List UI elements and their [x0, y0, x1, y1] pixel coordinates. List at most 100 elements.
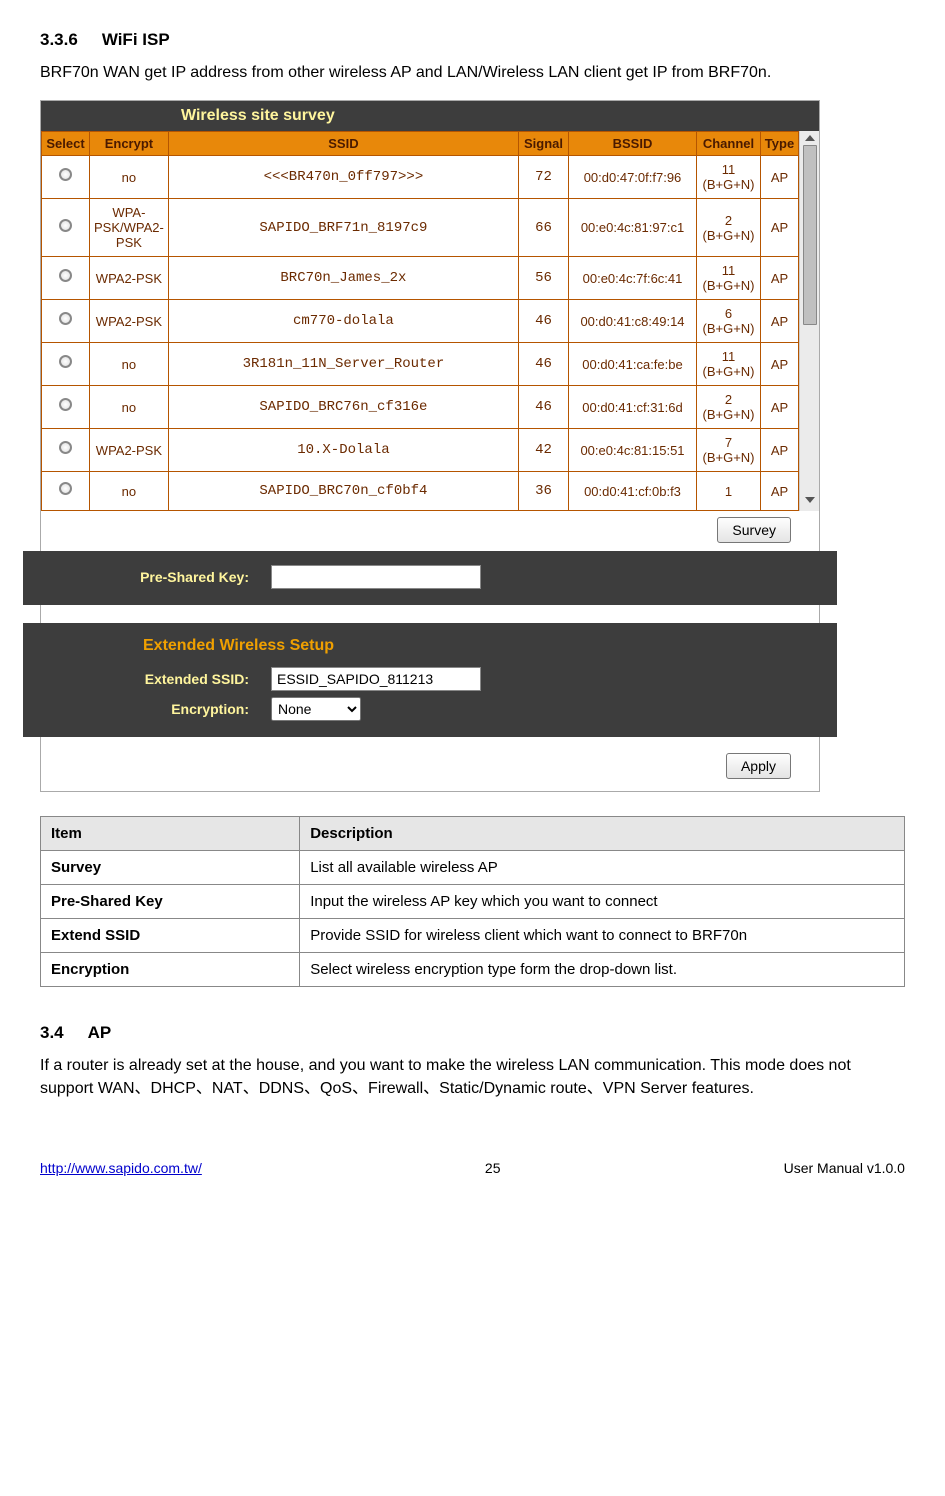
survey-cell-bssid: 00:d0:41:c8:49:14: [569, 300, 697, 343]
intro-text-34: If a router is already set at the house,…: [40, 1055, 905, 1100]
survey-row: WPA2-PSKBRC70n_James_2x5600:e0:4c:7f:6c:…: [42, 257, 799, 300]
survey-cell-select: [42, 343, 90, 386]
section-title: WiFi ISP: [102, 30, 170, 49]
ext-ssid-label: Extended SSID:: [41, 671, 271, 687]
survey-th-ssid: SSID: [168, 132, 518, 156]
survey-cell-signal: 72: [519, 156, 569, 199]
survey-cell-bssid: 00:e0:4c:81:15:51: [569, 429, 697, 472]
survey-scroll-area: Select Encrypt SSID Signal BSSID Channel…: [41, 131, 819, 511]
survey-cell-ssid: <<<BR470n_0ff797>>>: [168, 156, 518, 199]
survey-button[interactable]: Survey: [717, 517, 791, 543]
survey-cell-signal: 46: [519, 343, 569, 386]
survey-cell-ssid: SAPIDO_BRC76n_cf316e: [168, 386, 518, 429]
survey-th-encrypt: Encrypt: [90, 132, 169, 156]
apply-button[interactable]: Apply: [726, 753, 791, 779]
select-radio[interactable]: [59, 355, 72, 368]
desc-row: Pre-Shared KeyInput the wireless AP key …: [41, 885, 905, 919]
survey-cell-select: [42, 386, 90, 429]
survey-cell-encrypt: no: [90, 343, 169, 386]
survey-row: no<<<BR470n_0ff797>>>7200:d0:47:0f:f7:96…: [42, 156, 799, 199]
psk-label: Pre-Shared Key:: [41, 569, 271, 585]
survey-cell-bssid: 00:e0:4c:81:97:c1: [569, 199, 697, 257]
survey-cell-encrypt: no: [90, 472, 169, 511]
survey-cell-encrypt: no: [90, 156, 169, 199]
survey-th-bssid: BSSID: [569, 132, 697, 156]
scrollbar-arrow-down-icon[interactable]: [805, 497, 815, 503]
desc-row: EncryptionSelect wireless encryption typ…: [41, 953, 905, 987]
survey-cell-bssid: 00:d0:41:ca:fe:be: [569, 343, 697, 386]
survey-cell-channel: 11(B+G+N): [697, 257, 761, 300]
desc-cell-desc: Provide SSID for wireless client which w…: [300, 919, 905, 953]
survey-cell-encrypt: no: [90, 386, 169, 429]
psk-section: Pre-Shared Key:: [23, 551, 837, 605]
description-table: Item Description SurveyList all availabl…: [40, 816, 905, 987]
section-heading-336: 3.3.6 WiFi ISP: [40, 30, 905, 50]
psk-input[interactable]: [271, 565, 481, 589]
survey-cell-signal: 36: [519, 472, 569, 511]
footer-page-number: 25: [485, 1160, 501, 1176]
survey-cell-type: AP: [761, 429, 799, 472]
scrollbar[interactable]: [799, 131, 819, 511]
survey-row: WPA2-PSKcm770-dolala4600:d0:41:c8:49:146…: [42, 300, 799, 343]
extended-title: Extended Wireless Setup: [23, 627, 837, 661]
survey-cell-signal: 42: [519, 429, 569, 472]
page-footer: http://www.sapido.com.tw/ 25 User Manual…: [40, 1160, 905, 1176]
scrollbar-arrow-up-icon[interactable]: [805, 135, 815, 141]
survey-button-row: Survey: [41, 511, 819, 551]
ext-ssid-input[interactable]: [271, 667, 481, 691]
section-title: AP: [88, 1023, 112, 1042]
section-number: 3.3.6: [40, 30, 78, 49]
desc-cell-desc: Input the wireless AP key which you want…: [300, 885, 905, 919]
survey-cell-encrypt: WPA2-PSK: [90, 300, 169, 343]
section-heading-34: 3.4 AP: [40, 1023, 905, 1043]
desc-cell-desc: List all available wireless AP: [300, 851, 905, 885]
survey-cell-type: AP: [761, 156, 799, 199]
survey-cell-encrypt: WPA2-PSK: [90, 257, 169, 300]
survey-cell-type: AP: [761, 199, 799, 257]
survey-cell-type: AP: [761, 472, 799, 511]
survey-table: Select Encrypt SSID Signal BSSID Channel…: [41, 131, 799, 511]
desc-cell-desc: Select wireless encryption type form the…: [300, 953, 905, 987]
footer-url[interactable]: http://www.sapido.com.tw/: [40, 1160, 202, 1176]
survey-cell-select: [42, 199, 90, 257]
survey-title: Wireless site survey: [41, 101, 819, 131]
scrollbar-thumb[interactable]: [803, 145, 817, 325]
survey-cell-signal: 56: [519, 257, 569, 300]
desc-row: SurveyList all available wireless AP: [41, 851, 905, 885]
survey-row: no3R181n_11N_Server_Router4600:d0:41:ca:…: [42, 343, 799, 386]
select-radio[interactable]: [59, 312, 72, 325]
section-number: 3.4: [40, 1023, 64, 1042]
survey-cell-ssid: cm770-dolala: [168, 300, 518, 343]
desc-th-desc: Description: [300, 817, 905, 851]
intro-text-336: BRF70n WAN get IP address from other wir…: [40, 62, 905, 84]
survey-cell-channel: 1: [697, 472, 761, 511]
survey-cell-select: [42, 156, 90, 199]
desc-cell-item: Extend SSID: [41, 919, 300, 953]
survey-cell-encrypt: WPA-PSK/WPA2-PSK: [90, 199, 169, 257]
desc-cell-item: Survey: [41, 851, 300, 885]
survey-cell-bssid: 00:d0:41:cf:31:6d: [569, 386, 697, 429]
desc-header-row: Item Description: [41, 817, 905, 851]
survey-row: noSAPIDO_BRC76n_cf316e4600:d0:41:cf:31:6…: [42, 386, 799, 429]
survey-cell-channel: 2(B+G+N): [697, 386, 761, 429]
survey-cell-signal: 46: [519, 386, 569, 429]
survey-row: WPA2-PSK10.X-Dolala4200:e0:4c:81:15:517(…: [42, 429, 799, 472]
select-radio[interactable]: [59, 441, 72, 454]
survey-cell-type: AP: [761, 343, 799, 386]
survey-row: WPA-PSK/WPA2-PSKSAPIDO_BRF71n_8197c96600…: [42, 199, 799, 257]
select-radio[interactable]: [59, 269, 72, 282]
desc-cell-item: Encryption: [41, 953, 300, 987]
survey-cell-ssid: 3R181n_11N_Server_Router: [168, 343, 518, 386]
survey-cell-bssid: 00:d0:47:0f:f7:96: [569, 156, 697, 199]
select-radio[interactable]: [59, 219, 72, 232]
select-radio[interactable]: [59, 482, 72, 495]
survey-row: noSAPIDO_BRC70n_cf0bf43600:d0:41:cf:0b:f…: [42, 472, 799, 511]
desc-cell-item: Pre-Shared Key: [41, 885, 300, 919]
desc-row: Extend SSIDProvide SSID for wireless cli…: [41, 919, 905, 953]
encryption-select[interactable]: None: [271, 697, 361, 721]
apply-button-row: Apply: [41, 737, 819, 791]
select-radio[interactable]: [59, 398, 72, 411]
survey-cell-ssid: BRC70n_James_2x: [168, 257, 518, 300]
select-radio[interactable]: [59, 168, 72, 181]
survey-cell-signal: 46: [519, 300, 569, 343]
